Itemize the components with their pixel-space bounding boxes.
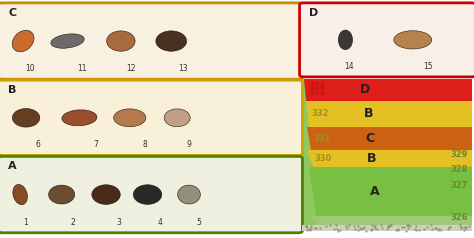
Text: 328: 328 <box>450 165 468 174</box>
Text: 331: 331 <box>313 134 331 143</box>
Text: 3: 3 <box>116 218 121 227</box>
Text: 6: 6 <box>36 140 41 149</box>
Ellipse shape <box>12 30 34 52</box>
Ellipse shape <box>156 31 187 51</box>
Text: 330: 330 <box>315 154 332 163</box>
Text: 10: 10 <box>25 64 35 73</box>
Text: D: D <box>309 8 319 18</box>
Text: D: D <box>360 83 370 96</box>
Text: 326: 326 <box>450 213 468 222</box>
Polygon shape <box>304 79 472 101</box>
Ellipse shape <box>178 185 201 204</box>
FancyBboxPatch shape <box>300 3 474 77</box>
Text: 1: 1 <box>23 218 28 227</box>
Text: 4: 4 <box>158 218 163 227</box>
Text: 9: 9 <box>186 140 191 149</box>
Text: 327: 327 <box>450 181 468 190</box>
Text: 12: 12 <box>127 64 136 73</box>
FancyBboxPatch shape <box>0 156 302 233</box>
Polygon shape <box>307 127 472 150</box>
FancyBboxPatch shape <box>0 3 302 79</box>
Ellipse shape <box>338 30 353 50</box>
Text: B: B <box>8 85 17 95</box>
Text: 332: 332 <box>311 109 329 119</box>
FancyBboxPatch shape <box>302 79 472 231</box>
Text: 7: 7 <box>93 140 98 149</box>
Polygon shape <box>309 167 472 216</box>
Ellipse shape <box>133 185 162 204</box>
FancyBboxPatch shape <box>0 80 302 155</box>
Text: C: C <box>8 8 16 18</box>
Text: 15: 15 <box>423 62 433 71</box>
Text: 329: 329 <box>450 150 468 159</box>
Polygon shape <box>308 150 472 167</box>
Text: 13: 13 <box>178 64 188 73</box>
Ellipse shape <box>107 31 135 51</box>
Text: A: A <box>8 161 17 171</box>
Text: 2: 2 <box>71 218 75 227</box>
Text: C: C <box>365 132 374 145</box>
Ellipse shape <box>92 185 120 204</box>
Polygon shape <box>311 216 472 225</box>
Ellipse shape <box>13 184 27 205</box>
Text: B: B <box>367 152 376 165</box>
Ellipse shape <box>394 31 432 49</box>
Ellipse shape <box>114 109 146 127</box>
Text: B: B <box>364 107 373 120</box>
Text: 334: 334 <box>308 82 326 91</box>
Text: 11: 11 <box>77 64 86 73</box>
Ellipse shape <box>12 109 40 127</box>
Text: 14: 14 <box>344 62 354 71</box>
Text: A: A <box>370 185 380 198</box>
Polygon shape <box>306 101 472 127</box>
Ellipse shape <box>62 110 97 126</box>
Text: 5: 5 <box>196 218 201 227</box>
Ellipse shape <box>164 109 190 127</box>
Text: 8: 8 <box>142 140 147 149</box>
Ellipse shape <box>51 34 84 48</box>
Ellipse shape <box>49 185 75 204</box>
Text: 333: 333 <box>308 88 326 97</box>
FancyBboxPatch shape <box>302 225 472 231</box>
